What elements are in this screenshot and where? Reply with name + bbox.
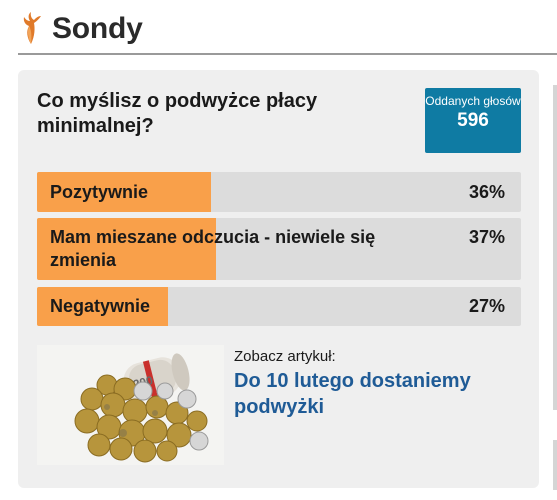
page-title: Sondy bbox=[52, 12, 143, 45]
poll-option[interactable]: Mam mieszane odczucia - niewiele się zmi… bbox=[37, 218, 521, 280]
adjacent-panel-edge bbox=[553, 440, 557, 490]
poll-option-label: Pozytywnie bbox=[50, 182, 149, 202]
poll-option-label: Negatywnie bbox=[50, 296, 151, 316]
votes-label: Oddanych głosów bbox=[425, 94, 521, 108]
poll-option-bar bbox=[37, 287, 168, 326]
header-divider bbox=[18, 53, 557, 55]
poll-option-percent: 37% bbox=[468, 227, 505, 247]
deer-logo-icon bbox=[23, 12, 41, 44]
poll-option-bar bbox=[37, 218, 217, 280]
article-thumbnail[interactable]: 200 bbox=[37, 345, 224, 465]
poll-question: Co myślisz o podwyżce płacy minimalnej? bbox=[37, 90, 318, 137]
votes-count: 596 bbox=[457, 110, 489, 131]
article-pre-label: Zobacz artykuł: bbox=[234, 348, 336, 365]
poll-option-label: Mam mieszane odczucia - niewiele się zmi… bbox=[50, 227, 376, 270]
page-header: Sondy bbox=[0, 0, 557, 55]
poll-card: Co myślisz o podwyżce płacy minimalnej? … bbox=[18, 70, 539, 488]
poll-option[interactable]: Negatywnie 27% bbox=[37, 287, 521, 326]
article-link[interactable]: Do 10 lutego dostaniemy podwyżki bbox=[234, 370, 471, 418]
coins-and-banknote-photo: 200 bbox=[37, 345, 224, 465]
votes-badge: Oddanych głosów 596 bbox=[425, 88, 521, 153]
poll-option-bar bbox=[37, 172, 212, 212]
poll-option-percent: 27% bbox=[468, 296, 505, 316]
adjacent-panel-edge bbox=[553, 85, 557, 410]
poll-option[interactable]: Pozytywnie 36% bbox=[37, 172, 521, 212]
poll-option-percent: 36% bbox=[468, 182, 505, 202]
